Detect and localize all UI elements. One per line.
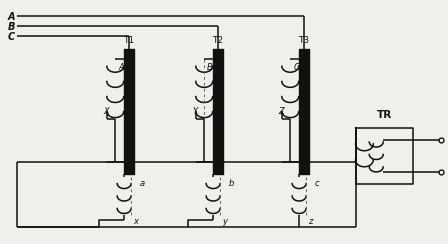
Text: B: B — [8, 22, 15, 32]
Text: a: a — [140, 179, 145, 188]
Text: Z: Z — [278, 107, 284, 116]
Text: Y: Y — [192, 107, 198, 116]
Text: T1: T1 — [124, 36, 135, 45]
Text: T3: T3 — [298, 36, 310, 45]
Text: y: y — [222, 217, 227, 226]
Text: TR: TR — [377, 110, 392, 120]
Text: b: b — [229, 179, 234, 188]
Text: T2: T2 — [212, 36, 224, 45]
Text: C: C — [293, 63, 299, 72]
Text: c: c — [315, 179, 319, 188]
Text: B: B — [207, 63, 213, 72]
Text: C: C — [8, 32, 15, 42]
Text: A: A — [118, 63, 124, 72]
Text: X: X — [103, 107, 109, 116]
Text: A: A — [8, 12, 15, 22]
Text: x: x — [133, 217, 138, 226]
Text: z: z — [308, 217, 312, 226]
